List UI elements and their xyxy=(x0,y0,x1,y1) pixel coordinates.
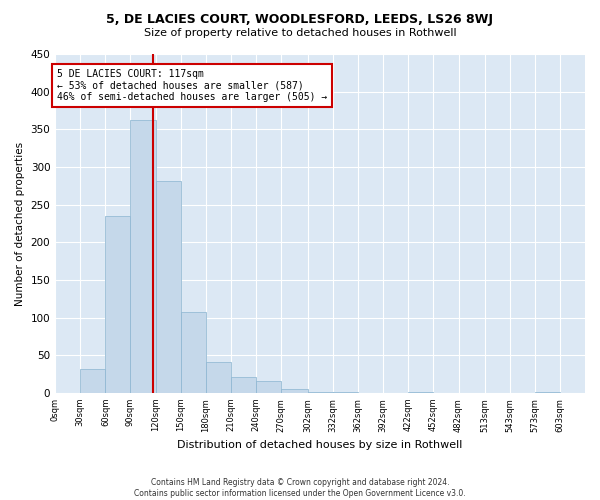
X-axis label: Distribution of detached houses by size in Rothwell: Distribution of detached houses by size … xyxy=(178,440,463,450)
Bar xyxy=(308,392,333,393)
Text: 5 DE LACIES COURT: 117sqm
← 53% of detached houses are smaller (587)
46% of semi: 5 DE LACIES COURT: 117sqm ← 53% of detac… xyxy=(57,69,327,102)
Bar xyxy=(231,377,256,393)
Bar xyxy=(256,381,281,393)
Bar xyxy=(106,216,130,393)
Bar xyxy=(206,362,231,393)
Bar xyxy=(535,392,560,393)
Bar xyxy=(333,392,358,393)
Bar xyxy=(155,182,181,393)
Bar xyxy=(409,392,433,393)
Y-axis label: Number of detached properties: Number of detached properties xyxy=(15,142,25,306)
Bar xyxy=(181,312,206,393)
Bar xyxy=(130,120,155,393)
Bar xyxy=(281,389,308,393)
Text: Size of property relative to detached houses in Rothwell: Size of property relative to detached ho… xyxy=(143,28,457,38)
Text: 5, DE LACIES COURT, WOODLESFORD, LEEDS, LS26 8WJ: 5, DE LACIES COURT, WOODLESFORD, LEEDS, … xyxy=(107,12,493,26)
Bar xyxy=(80,369,106,393)
Text: Contains HM Land Registry data © Crown copyright and database right 2024.
Contai: Contains HM Land Registry data © Crown c… xyxy=(134,478,466,498)
